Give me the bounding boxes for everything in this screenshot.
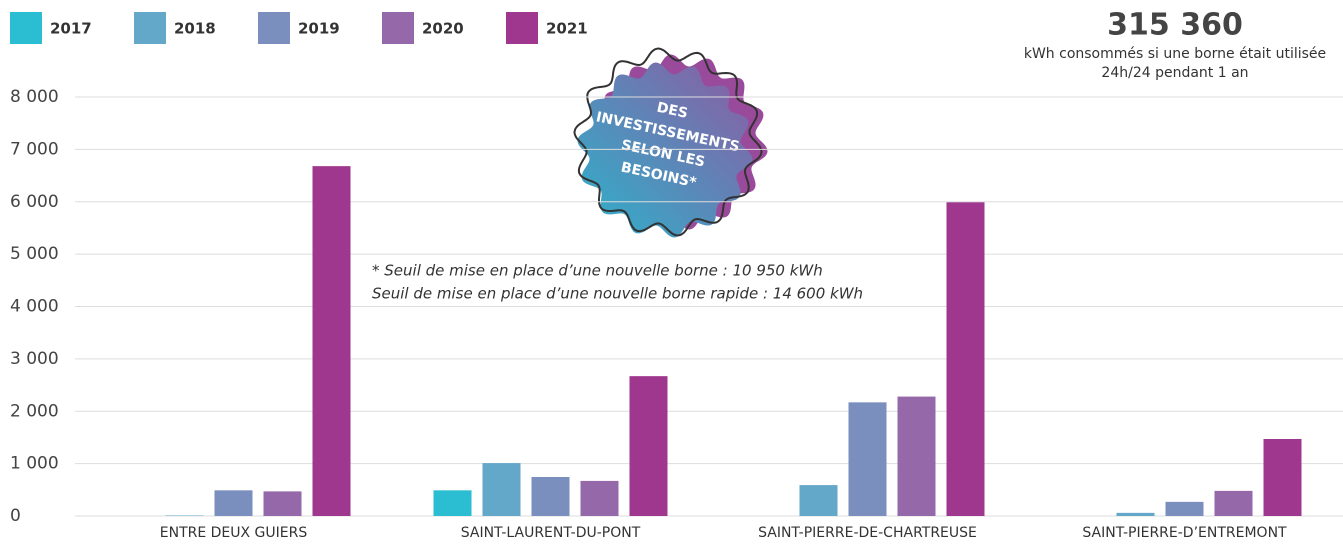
y-tick-label: 6 000 — [10, 192, 59, 212]
bar — [312, 166, 351, 516]
bar — [531, 476, 570, 516]
legend-swatch — [258, 12, 290, 44]
y-tick-label: 0 — [10, 506, 21, 526]
x-tick-label: SAINT-PIERRE-D’ENTREMONT — [1082, 525, 1287, 541]
bar — [580, 480, 619, 516]
bar — [848, 402, 887, 516]
legend-swatch — [382, 12, 414, 44]
bar — [1214, 490, 1253, 516]
headline-caption: kWh consommés si une borne était utilisé… — [1024, 46, 1326, 62]
y-tick-label: 3 000 — [10, 349, 59, 369]
y-tick-label: 1 000 — [10, 454, 59, 474]
y-tick-label: 8 000 — [10, 87, 59, 107]
legend-swatch — [134, 12, 166, 44]
headline-number: 315 360 — [1107, 8, 1243, 43]
x-tick-label: SAINT-LAURENT-DU-PONT — [461, 525, 641, 541]
bar — [629, 376, 668, 516]
bar — [1263, 439, 1302, 516]
x-tick-label: SAINT-PIERRE-DE-CHARTREUSE — [758, 525, 977, 541]
bar — [433, 490, 472, 516]
x-tick-label: ENTRE DEUX GUIERS — [160, 525, 308, 541]
legend-swatch — [506, 12, 538, 44]
legend-label: 2019 — [298, 20, 340, 38]
legend-label: 2018 — [174, 20, 216, 38]
bar — [1116, 512, 1155, 516]
bar — [897, 396, 936, 516]
bar — [214, 490, 253, 516]
bar — [1165, 501, 1204, 516]
headline-caption: 24h/24 pendant 1 an — [1101, 65, 1248, 81]
bar — [482, 463, 521, 516]
badge-line: DES — [655, 100, 689, 122]
legend-label: 2017 — [50, 20, 92, 38]
footnote: Seuil de mise en place d’une nouvelle bo… — [372, 285, 863, 303]
y-tick-label: 4 000 — [10, 297, 59, 317]
legend-label: 2020 — [422, 20, 464, 38]
bar — [263, 491, 302, 516]
legend-swatch — [10, 12, 42, 44]
legend-label: 2021 — [546, 20, 588, 38]
badge-outline — [573, 47, 763, 237]
y-tick-label: 5 000 — [10, 244, 59, 264]
y-tick-label: 2 000 — [10, 401, 59, 421]
badge-shape — [577, 62, 753, 238]
bar — [165, 515, 204, 516]
y-tick-label: 7 000 — [10, 139, 59, 159]
bar — [799, 485, 838, 516]
bar — [946, 202, 985, 516]
footnote: * Seuil de mise en place d’une nouvelle … — [372, 262, 823, 280]
